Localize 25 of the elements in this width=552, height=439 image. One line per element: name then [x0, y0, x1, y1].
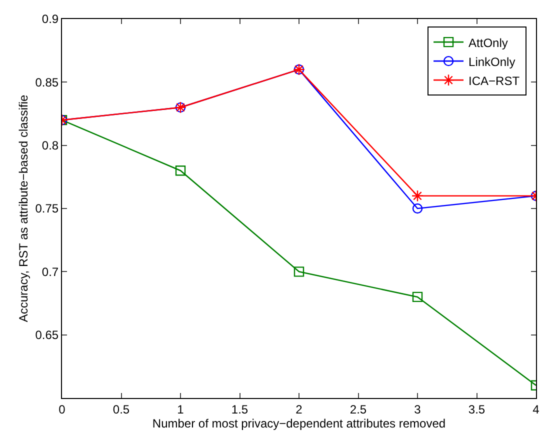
x-tick-label: 4	[532, 402, 540, 416]
x-tick-label: 3.5	[468, 402, 486, 416]
legend-label: LinkOnly	[468, 54, 516, 69]
x-tick-label: 1	[177, 402, 184, 416]
point	[412, 203, 423, 214]
x-tick-label: 2.5	[350, 402, 367, 416]
x-tick-label: 3	[414, 402, 422, 416]
legend-label: ICA−RST	[468, 74, 520, 88]
x-tick-label: 0.5	[112, 402, 130, 416]
point	[412, 190, 424, 202]
y-tick-label: 0.75	[35, 202, 59, 216]
y-tick-label: 0.9	[42, 12, 59, 26]
y-tick-label: 0.85	[35, 75, 59, 90]
point	[175, 166, 186, 176]
y-axis-title: Accuracy, RST as attribute−based classifie	[16, 94, 31, 322]
y-tick-label: 0.7	[42, 264, 59, 279]
y-tick-label: 0.8	[42, 138, 59, 153]
x-axis-title: Number of most privacy−dependent attributes removed	[152, 416, 446, 430]
legend-label: AttOnly	[468, 36, 508, 50]
x-tick-label: 0	[58, 402, 66, 416]
point	[294, 266, 304, 277]
point	[412, 292, 423, 302]
x-tick-label: 1.5	[231, 402, 248, 416]
x-tick-label: 2	[296, 402, 303, 416]
y-tick-label: 0.65	[35, 328, 59, 342]
